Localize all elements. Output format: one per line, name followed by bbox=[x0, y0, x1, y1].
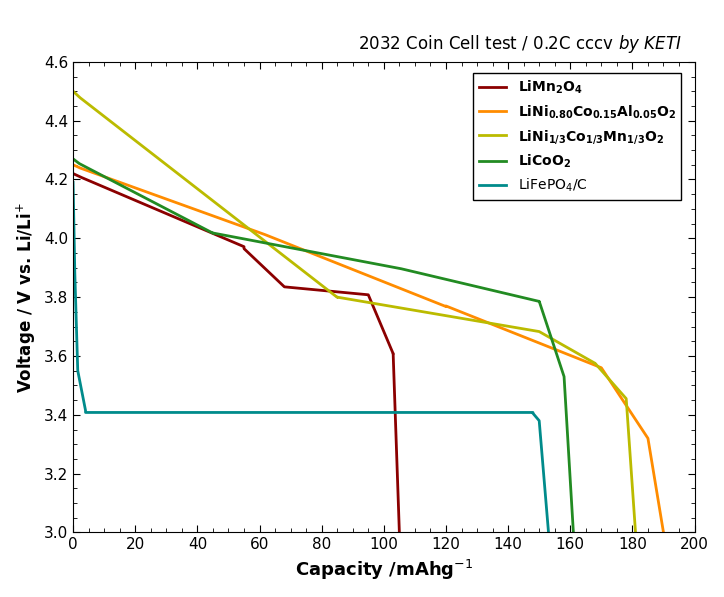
X-axis label: Capacity /mAhg$^{-1}$: Capacity /mAhg$^{-1}$ bbox=[295, 558, 473, 582]
Text: $\mathrm{2032\ Coin\ Cell\ test\ /\ 0.2C\ cccv\ }$$\it{by\ KETI}$: $\mathrm{2032\ Coin\ Cell\ test\ /\ 0.2C… bbox=[358, 33, 682, 55]
Legend: $\mathbf{LiMn_2O_4}$, $\mathbf{LiNi_{0.80}Co_{0.15}Al_{0.05}O_2}$, $\mathbf{LiNi: $\mathbf{LiMn_2O_4}$, $\mathbf{LiNi_{0.8… bbox=[473, 73, 681, 200]
Y-axis label: Voltage / V vs. Li/Li$^{+}$: Voltage / V vs. Li/Li$^{+}$ bbox=[15, 202, 38, 393]
